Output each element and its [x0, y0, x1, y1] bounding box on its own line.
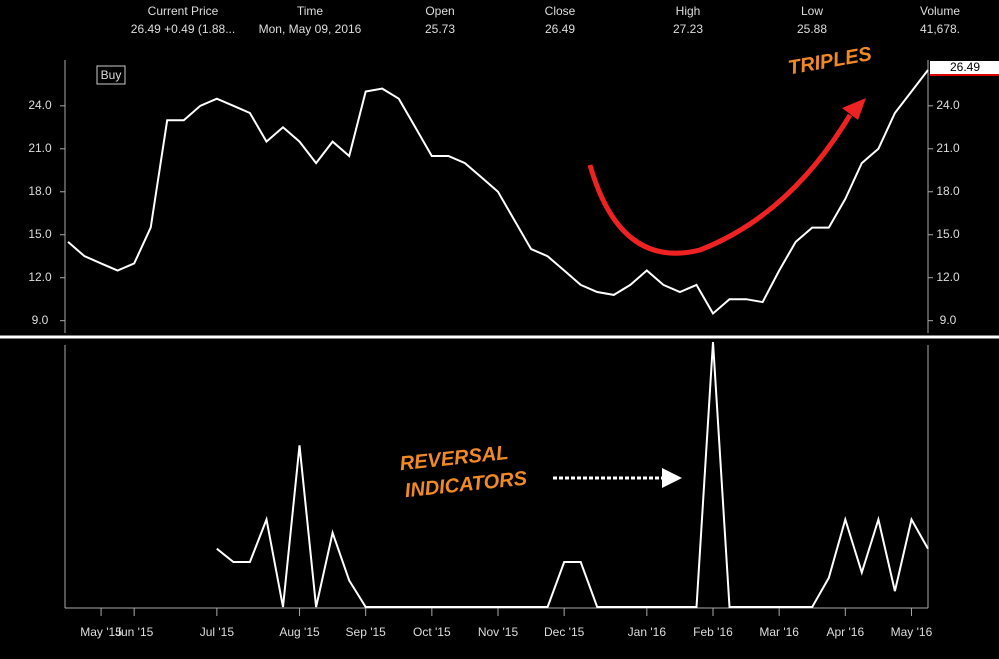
buy-button[interactable] — [96, 65, 126, 85]
series-line — [216, 341, 929, 608]
buy-label[interactable]: Buy — [101, 68, 122, 82]
y-tick-label: 24.0 — [936, 98, 960, 112]
header-value: 41,678. — [920, 22, 960, 36]
x-tick-label: Oct '15 — [413, 625, 451, 639]
red-arrow — [587, 113, 853, 256]
y-tick-label: 24.0 — [28, 98, 52, 112]
header-label: Open — [425, 4, 454, 18]
header-label: High — [676, 4, 701, 18]
header-label: Volume — [920, 4, 960, 18]
header-value: 26.49 — [545, 22, 575, 36]
header-label: Current Price — [148, 4, 219, 18]
y-tick-label: 15.0 — [28, 227, 52, 241]
x-tick-label: Feb '16 — [693, 625, 733, 639]
y-tick-label: 21.0 — [936, 141, 960, 155]
header-label: Close — [545, 4, 576, 18]
header-value: 25.88 — [797, 22, 827, 36]
last-price-box — [930, 61, 999, 75]
x-tick-label: Jun '15 — [115, 625, 154, 639]
series-line — [67, 69, 929, 316]
y-tick-label: 12.0 — [936, 270, 960, 284]
x-tick-label: Mar '16 — [759, 625, 799, 639]
x-tick-label: Nov '15 — [478, 625, 519, 639]
header-value: 25.73 — [425, 22, 455, 36]
y-tick-label: 21.0 — [28, 141, 52, 155]
x-tick-label: Apr '16 — [826, 625, 864, 639]
x-tick-label: May '16 — [891, 625, 933, 639]
y-tick-label: 9.0 — [32, 313, 49, 327]
header-value: Mon, May 09, 2016 — [259, 22, 362, 36]
y-tick-label: 18.0 — [28, 184, 52, 198]
y-tick-label: 18.0 — [936, 184, 960, 198]
x-tick-label: Sep '15 — [346, 625, 387, 639]
y-tick-label: 12.0 — [28, 270, 52, 284]
last-price: 26.49 — [950, 60, 980, 74]
y-tick-label: 15.0 — [936, 227, 960, 241]
header-label: Time — [297, 4, 324, 18]
header-value: 27.23 — [673, 22, 703, 36]
x-tick-label: May '15 — [80, 625, 122, 639]
red-arrowhead — [842, 98, 866, 120]
white-arrowhead — [662, 468, 682, 488]
x-tick-label: Jan '16 — [628, 625, 667, 639]
y-tick-label: 9.0 — [940, 313, 957, 327]
x-tick-label: Dec '15 — [544, 625, 585, 639]
header-label: Low — [801, 4, 823, 18]
x-tick-label: Jul '15 — [200, 625, 235, 639]
header-value: 26.49 +0.49 (1.88... — [131, 22, 235, 36]
x-tick-label: Aug '15 — [279, 625, 320, 639]
